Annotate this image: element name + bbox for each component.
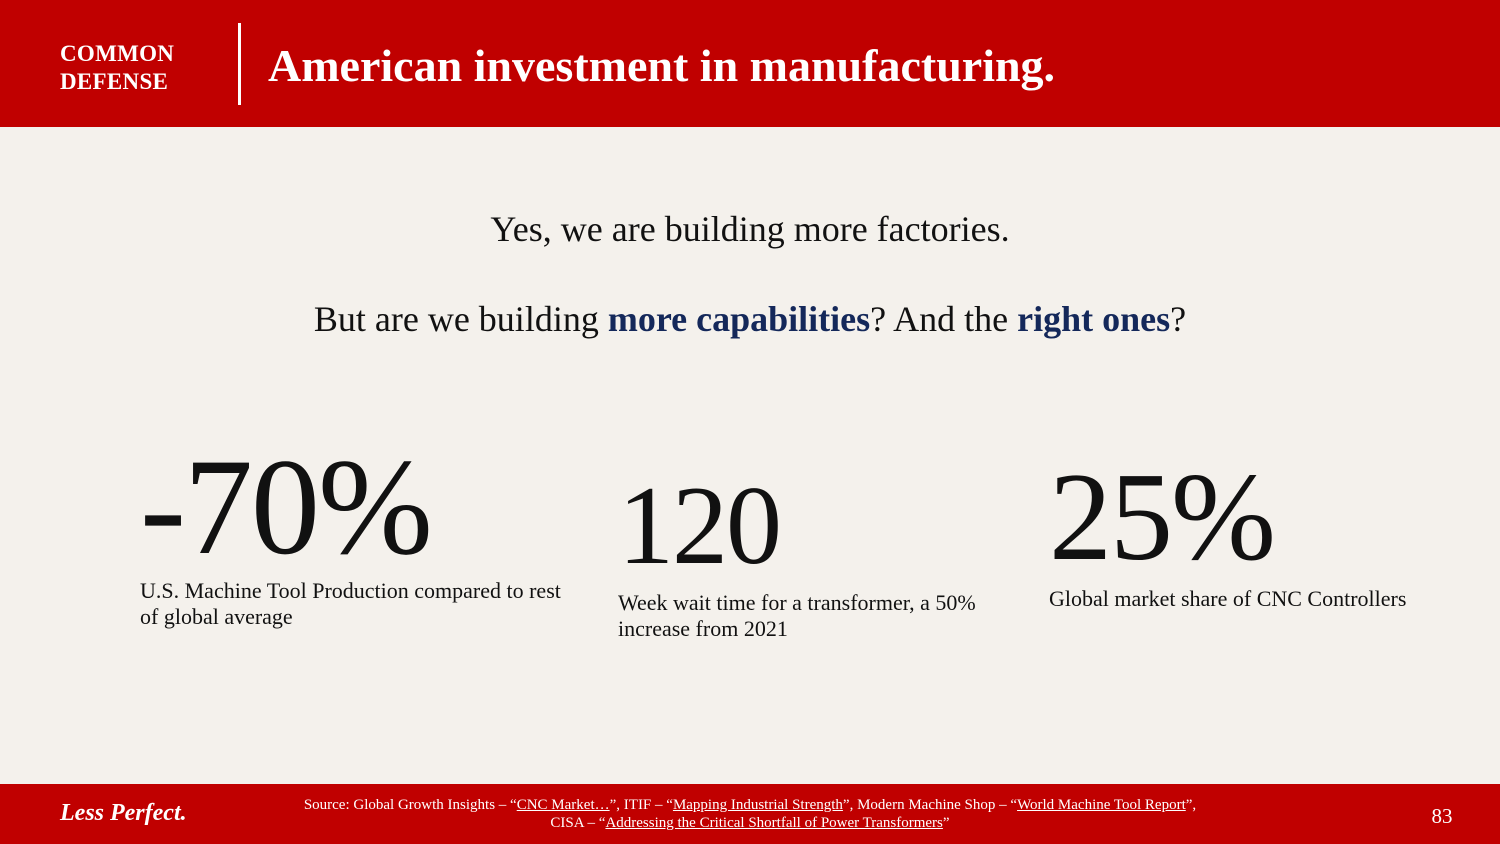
source-text: ”, Modern Machine Shop – “ <box>842 797 1018 813</box>
org-logo: COMMON DEFENSE <box>60 40 174 96</box>
source-link-industrial-strength[interactable]: Mapping Industrial Strength <box>672 797 843 813</box>
source-text: ” <box>942 815 950 831</box>
footer-bar: Less Perfect. Source: Global Growth Insi… <box>0 784 1500 844</box>
source-line-2: CISA – “Addressing the Critical Shortfal… <box>230 814 1270 832</box>
highlight-more-capabilities: more capabilities <box>607 299 871 339</box>
stat-value: 25% <box>1049 448 1276 587</box>
header-bar: COMMON DEFENSE American investment in ma… <box>0 0 1500 127</box>
stat-machine-tool: -70% U.S. Machine Tool Production compar… <box>140 430 570 630</box>
intro-line-1: Yes, we are building more factories. <box>490 209 1010 249</box>
stat-caption: U.S. Machine Tool Production compared to… <box>140 578 561 629</box>
intro-line-2: But are we building more capabilities? A… <box>0 298 1500 340</box>
source-text: CISA – “ <box>550 815 606 831</box>
source-link-machine-tool-report[interactable]: World Machine Tool Report <box>1017 797 1186 813</box>
source-link-cnc-market[interactable]: CNC Market… <box>516 797 610 813</box>
page-title: American investment in manufacturing. <box>268 40 1056 91</box>
org-name-line2: DEFENSE <box>60 69 169 94</box>
stat-caption: Global market share of CNC Controllers <box>1049 586 1407 611</box>
source-text: ”, <box>1185 797 1197 813</box>
intro-text: ? <box>1170 299 1187 339</box>
intro-text: ? And the <box>870 299 1018 339</box>
stat-value: 120 <box>618 464 782 588</box>
source-text: ”, ITIF – “ <box>609 797 673 813</box>
stat-cnc-share: 25% Global market share of CNC Controlle… <box>1049 448 1469 612</box>
source-line-1: Source: Global Growth Insights – “CNC Ma… <box>230 796 1270 814</box>
highlight-right-ones: right ones <box>1017 299 1171 339</box>
source-link-power-transformers[interactable]: Addressing the Critical Shortfall of Pow… <box>605 815 943 831</box>
brand-tagline: Less Perfect. <box>60 800 187 826</box>
source-citation: Source: Global Growth Insights – “CNC Ma… <box>230 796 1270 832</box>
page-number: 83 <box>1431 804 1453 828</box>
source-text: Source: Global Growth Insights – “ <box>303 797 517 813</box>
org-name-line1: COMMON <box>60 41 175 66</box>
stat-transformer-wait: 120 Week wait time for a transformer, a … <box>618 464 978 642</box>
intro-text: But are we building <box>313 299 608 339</box>
stat-value: -70% <box>140 430 433 583</box>
stat-caption: Week wait time for a transformer, a 50% … <box>618 590 976 641</box>
header-divider <box>238 23 241 105</box>
